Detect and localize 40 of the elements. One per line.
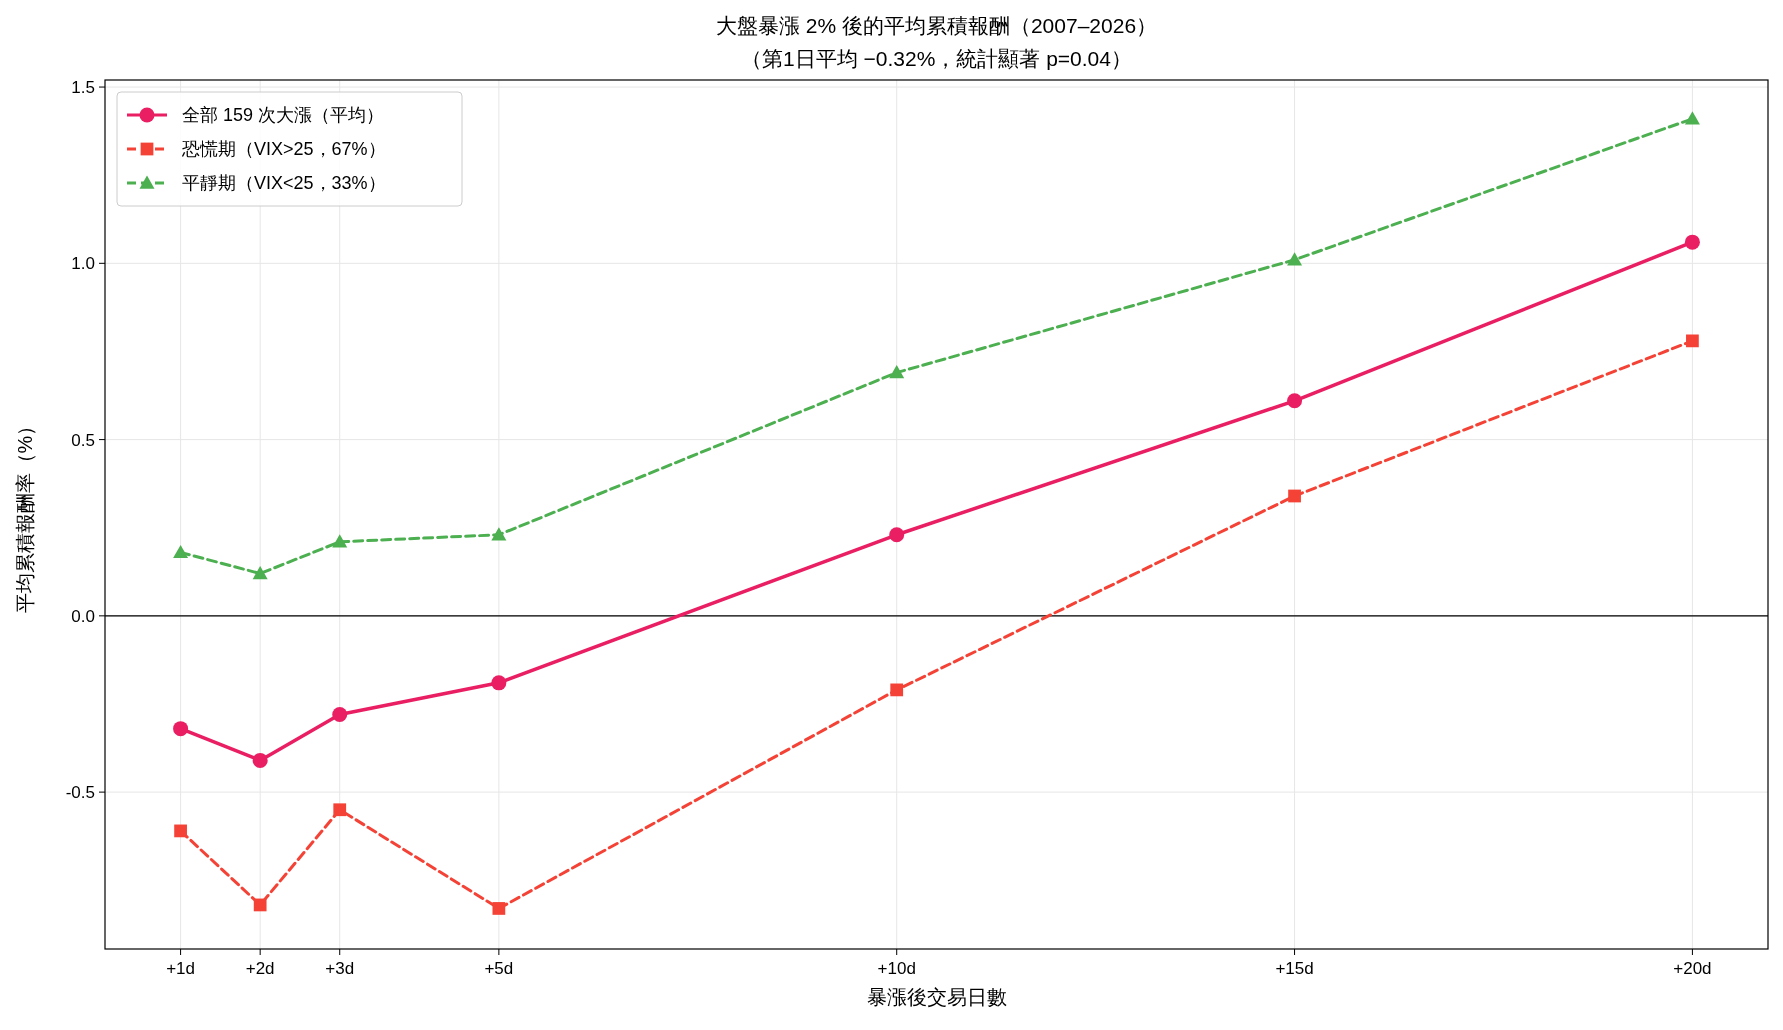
point [252,566,268,580]
x-tick-label: +20d [1673,959,1712,978]
point [491,527,507,541]
point [332,534,348,548]
legend-label: 恐慌期（VIX>25，67%） [181,139,386,159]
x-axis-title: 暴漲後交易日數 [866,986,1007,1008]
point [491,675,507,691]
legend-label: 全部 159 次大漲（平均） [182,105,385,125]
y-tick-label: 1.5 [71,78,95,98]
x-tick-label: +3d [325,959,355,978]
point [1287,252,1303,266]
y-tick-label: 0.5 [71,430,95,450]
chart-title: 大盤暴漲 2% 後的平均累積報酬（2007–2026） [715,14,1158,37]
point [174,824,187,838]
point [1684,234,1700,250]
y-tick-label: 0.0 [71,606,95,626]
y-tick-label: -0.5 [65,783,95,803]
point [173,721,189,737]
x-tick-label: +2d [245,959,275,978]
point [1287,393,1303,409]
x-tick-label: +15d [1275,959,1314,978]
y-tick-label: 1.0 [71,254,95,274]
x-tick-label: +1d [166,959,196,978]
point [889,527,905,543]
point [333,803,347,817]
point [173,544,189,559]
point [332,707,348,723]
legend-label: 平靜期（VIX<25，33%） [182,173,386,193]
point [1288,489,1301,503]
point [253,898,267,912]
y-axis-title: 平均累積報酬率（%） [14,415,36,614]
point [1686,334,1699,348]
point [492,902,506,915]
chart-subtitle: （第1日平均 −0.32%，統計顯著 p=0.04） [741,47,1132,70]
x-tick-label: +5d [484,959,514,978]
point [252,752,268,768]
point [1684,111,1700,125]
x-tick-label: +10d [877,959,916,978]
point [890,683,904,697]
point [889,365,905,379]
